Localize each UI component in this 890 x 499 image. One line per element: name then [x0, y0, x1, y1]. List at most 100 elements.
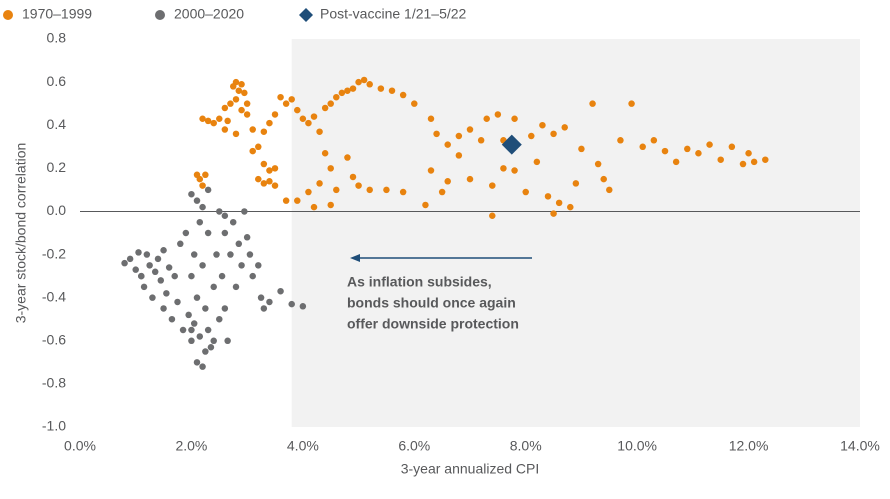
legend-item: 1970–1999 — [3, 6, 92, 22]
data-point — [190, 320, 198, 327]
data-point — [243, 111, 251, 118]
data-point — [154, 255, 162, 263]
legend-marker — [3, 10, 13, 20]
data-point — [494, 111, 502, 118]
data-point — [606, 186, 613, 194]
data-point — [617, 137, 624, 144]
data-point — [299, 303, 307, 310]
data-point — [260, 305, 268, 312]
arrow-head — [350, 254, 360, 262]
data-point — [550, 130, 557, 138]
data-point — [706, 141, 713, 148]
data-point — [466, 126, 474, 133]
data-point — [299, 115, 307, 123]
data-point — [221, 104, 229, 112]
data-point — [249, 126, 256, 133]
y-axis-label: 3-year stock/bond correlation — [13, 143, 29, 324]
data-point — [427, 167, 435, 174]
data-point — [728, 143, 736, 151]
data-point — [188, 190, 195, 198]
data-point — [600, 175, 607, 183]
x-tick-label: 14.0% — [840, 438, 880, 454]
x-tick-label: 0.0% — [64, 438, 96, 454]
y-tick-label: 0.2 — [47, 159, 67, 175]
data-point — [216, 115, 223, 123]
data-point — [193, 294, 201, 301]
data-point — [218, 272, 226, 280]
data-point — [422, 201, 429, 209]
data-point — [199, 182, 206, 189]
data-point — [745, 149, 752, 157]
data-point — [489, 212, 496, 220]
data-point — [578, 145, 585, 153]
data-point — [204, 117, 212, 125]
data-point — [235, 240, 243, 248]
data-point — [241, 208, 248, 215]
data-point — [221, 212, 229, 220]
data-point — [639, 143, 646, 151]
data-point — [344, 87, 351, 94]
x-tick-label: 4.0% — [287, 438, 319, 454]
data-point — [190, 251, 198, 258]
data-point — [177, 240, 184, 248]
data-point — [243, 100, 251, 107]
data-point — [321, 149, 329, 157]
data-point — [528, 132, 535, 140]
data-point — [438, 188, 446, 196]
legend-label: Post-vaccine 1/21–5/22 — [320, 6, 467, 22]
data-point — [199, 115, 206, 123]
x-tick-label: 8.0% — [510, 438, 542, 454]
data-point — [310, 203, 318, 211]
data-point — [202, 171, 209, 179]
y-tick-label: 0.4 — [47, 116, 67, 132]
y-tick-label: -0.6 — [42, 331, 66, 347]
y-tick-label: 0.8 — [47, 30, 67, 46]
shaded-region — [291, 39, 860, 427]
y-tick-label: -0.2 — [42, 245, 66, 261]
data-point — [277, 287, 284, 295]
data-point — [199, 262, 206, 269]
data-point — [193, 197, 201, 204]
data-point — [266, 298, 273, 306]
data-point — [246, 251, 254, 258]
data-point — [221, 229, 229, 237]
data-point — [316, 180, 323, 187]
data-point — [249, 147, 256, 155]
data-point — [266, 119, 273, 127]
data-point — [399, 188, 407, 196]
data-point — [207, 343, 215, 351]
data-point — [360, 76, 368, 84]
data-point — [561, 124, 568, 131]
data-point — [210, 337, 217, 345]
data-point — [355, 182, 362, 189]
annotation: As inflation subsides, — [347, 274, 492, 290]
annotation: offer downside protection — [347, 316, 519, 332]
data-point — [165, 264, 173, 271]
legend-item: Post-vaccine 1/21–5/22 — [299, 6, 467, 22]
data-point — [227, 100, 234, 107]
data-point — [202, 348, 209, 355]
legend-item: 2000–2020 — [155, 6, 244, 22]
data-point — [204, 186, 212, 194]
legend-label: 1970–1999 — [22, 6, 92, 22]
data-point — [338, 89, 346, 97]
data-point — [277, 93, 284, 101]
data-point — [750, 158, 758, 166]
data-point — [182, 229, 190, 237]
data-point — [260, 128, 268, 135]
data-point — [210, 283, 217, 291]
data-point — [210, 119, 217, 127]
data-point — [271, 165, 279, 172]
x-tick-label: 2.0% — [175, 438, 207, 454]
data-point — [204, 229, 212, 237]
data-point — [188, 272, 195, 280]
data-point — [238, 81, 245, 88]
data-point — [411, 100, 418, 107]
data-point — [168, 315, 176, 323]
data-point — [160, 246, 167, 254]
y-tick-label: 0.6 — [47, 73, 67, 89]
data-point — [355, 78, 362, 86]
data-point — [399, 91, 407, 99]
data-point — [544, 193, 552, 200]
